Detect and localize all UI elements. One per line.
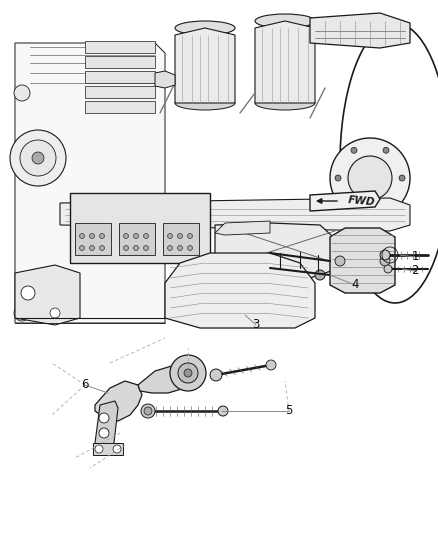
Circle shape [144,233,148,238]
Bar [85,41,155,53]
Polygon shape [165,253,315,328]
Circle shape [50,308,60,318]
Circle shape [89,233,95,238]
Bar [119,223,155,255]
Circle shape [14,305,30,321]
Circle shape [20,140,56,176]
Text: 3: 3 [252,319,260,332]
Circle shape [351,203,357,209]
Polygon shape [95,401,118,451]
Ellipse shape [255,14,315,28]
Circle shape [10,130,66,186]
Circle shape [89,246,95,251]
Ellipse shape [175,96,235,110]
Circle shape [399,175,405,181]
Text: 1: 1 [411,251,419,263]
Circle shape [335,175,341,181]
Circle shape [141,404,155,418]
Text: 5: 5 [285,405,293,417]
Bar [85,71,155,83]
Circle shape [124,246,128,251]
Circle shape [187,246,192,251]
Bar [85,56,155,68]
Text: FWD: FWD [348,195,376,207]
Circle shape [14,85,30,101]
Ellipse shape [255,96,315,110]
Circle shape [167,233,173,238]
Circle shape [348,156,392,200]
Polygon shape [215,221,270,235]
Circle shape [383,147,389,154]
Circle shape [315,270,325,280]
Bar [70,193,210,263]
Polygon shape [138,365,194,393]
Circle shape [330,138,410,218]
Text: 6: 6 [81,378,89,392]
Circle shape [144,246,148,251]
Bar [163,223,199,255]
Circle shape [99,428,109,438]
Circle shape [134,246,138,251]
Circle shape [177,233,183,238]
Text: 2: 2 [411,264,419,278]
Circle shape [124,233,128,238]
Polygon shape [95,381,142,421]
Polygon shape [175,28,235,103]
Circle shape [21,286,35,300]
Circle shape [95,445,103,453]
Ellipse shape [175,21,235,35]
Circle shape [210,369,222,381]
Circle shape [178,363,198,383]
Circle shape [144,407,152,415]
Circle shape [266,360,276,370]
Bar [75,223,111,255]
Polygon shape [255,21,315,103]
Circle shape [383,203,389,209]
Polygon shape [15,43,165,323]
Circle shape [113,445,121,453]
Circle shape [170,355,206,391]
Polygon shape [60,198,410,231]
Circle shape [99,413,109,423]
Polygon shape [330,228,395,293]
Polygon shape [155,71,175,88]
Circle shape [99,233,105,238]
Polygon shape [310,13,410,48]
Circle shape [187,233,192,238]
Text: 4: 4 [351,279,359,292]
Circle shape [167,246,173,251]
Bar [85,101,155,113]
Circle shape [351,147,357,154]
Circle shape [99,246,105,251]
Polygon shape [15,265,80,325]
Circle shape [177,246,183,251]
Circle shape [80,246,85,251]
Circle shape [134,233,138,238]
Circle shape [184,369,192,377]
Bar [93,443,123,455]
Circle shape [80,233,85,238]
Circle shape [218,406,228,416]
Circle shape [32,152,44,164]
Circle shape [380,250,390,260]
Circle shape [384,265,392,273]
Polygon shape [215,223,340,278]
Polygon shape [310,191,380,211]
Circle shape [335,256,345,266]
Bar [85,86,155,98]
Circle shape [380,256,390,266]
